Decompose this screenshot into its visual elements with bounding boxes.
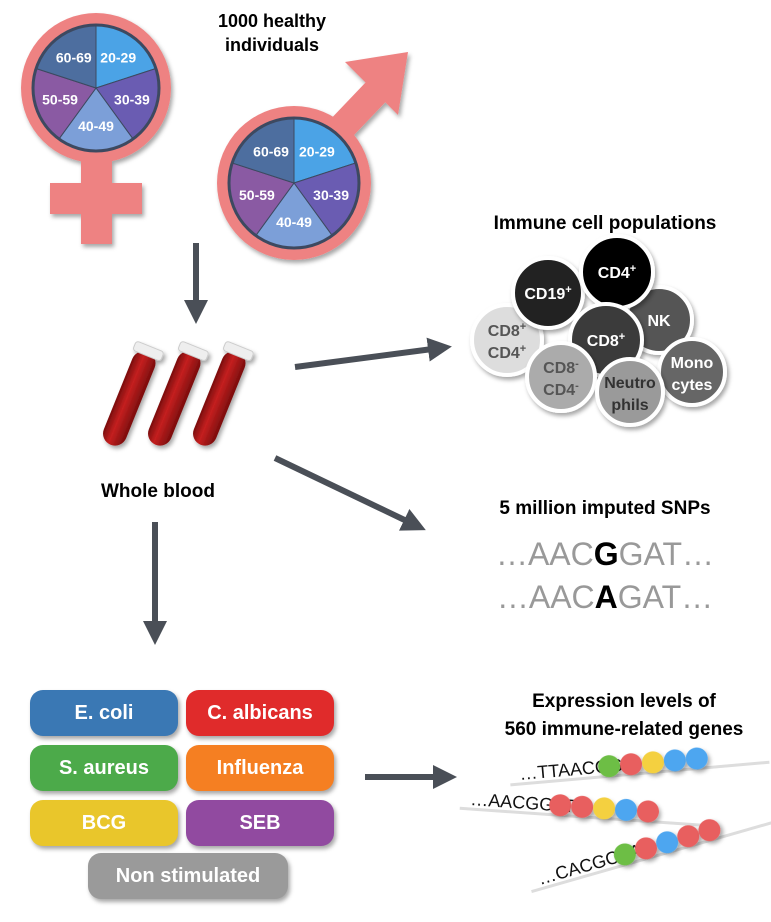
male-age-label-50-59: 50-59 <box>239 187 275 203</box>
svg-text:CD8+: CD8+ <box>488 321 526 340</box>
female-age-label-30-39: 30-39 <box>114 92 150 108</box>
cell-neutrophils: Neutro phils <box>595 357 665 427</box>
svg-text:CD4+: CD4+ <box>598 263 636 282</box>
blood-tubes-icon <box>103 341 254 446</box>
expression-bead <box>598 755 621 778</box>
snp-sequence-1: …AACGGAT… <box>496 536 714 572</box>
cohort-title-line2: individuals <box>225 35 319 55</box>
stimulus-s-aureus: S. aureus <box>30 745 178 791</box>
female-age-label-20-29: 20-29 <box>100 49 136 65</box>
svg-text:NK: NK <box>647 313 671 330</box>
expression-bead <box>593 797 616 820</box>
cell-cd8negcd4neg: CD8- CD4- <box>525 341 597 413</box>
stimulus-bcg: BCG <box>30 800 178 846</box>
stimulus-non-stimulated: Non stimulated <box>88 853 288 899</box>
cohort-title-line1: 1000 healthy <box>218 11 326 31</box>
snp-variant-1: G <box>594 536 619 572</box>
cell-cd4pos: CD4+ <box>579 234 655 310</box>
stimulus-c-albicans: C. albicans <box>186 690 334 736</box>
immune-title: Immune cell populations <box>494 213 717 234</box>
expression-title-line1: Expression levels of <box>532 691 716 712</box>
whole-blood-label: Whole blood <box>101 481 215 502</box>
immune-cells: CD8+ CD4+ CD19+ NK CD4+ CD8+ Mono cytes CD8- CD4-… <box>470 234 727 427</box>
svg-text:CD4+: CD4+ <box>488 343 526 362</box>
stimulus-e-coli: E. coli <box>30 690 178 736</box>
expression-bead <box>677 825 700 848</box>
svg-text:cytes: cytes <box>672 377 713 394</box>
svg-text:CD4-: CD4- <box>543 380 579 399</box>
female-age-label-60-69: 60-69 <box>56 49 92 65</box>
female-age-label-40-49: 40-49 <box>78 118 114 134</box>
female-age-label-50-59: 50-59 <box>42 92 78 108</box>
expression-bead <box>641 751 664 774</box>
svg-text:Mono: Mono <box>671 355 714 372</box>
svg-text:CD8-: CD8- <box>543 358 579 377</box>
male-age-label-60-69: 60-69 <box>253 143 289 159</box>
male-age-label-40-49: 40-49 <box>276 214 312 230</box>
expression-bead <box>635 837 658 860</box>
cell-monocytes: Mono cytes <box>657 337 727 407</box>
expression-bead <box>636 800 659 823</box>
svg-text:CD8+: CD8+ <box>587 331 625 350</box>
male-age-label-20-29: 20-29 <box>299 143 335 159</box>
arrow-blood-to-snps <box>273 455 426 531</box>
gene-strands: …TTAACGG…AACGGAT…CACGCAA <box>459 747 771 894</box>
snp-variant-2: A <box>595 579 618 615</box>
gene-strand: …AACGGAT <box>459 789 720 828</box>
expression-bead <box>620 753 643 776</box>
gene-strand: …TTAACGG <box>510 747 770 787</box>
expression-bead <box>698 819 721 842</box>
expression-bead <box>613 843 636 866</box>
expression-bead <box>549 794 572 817</box>
cell-cd19pos: CD19+ <box>511 256 585 330</box>
svg-text:phils: phils <box>611 397 648 414</box>
stimulus-seb: SEB <box>186 800 334 846</box>
arrow-blood-to-immune <box>294 337 452 370</box>
stimulus-influenza: Influenza <box>186 745 334 791</box>
svg-text:Neutro: Neutro <box>604 375 656 392</box>
expression-bead <box>656 831 679 854</box>
svg-text:CD19+: CD19+ <box>524 284 571 303</box>
expression-bead <box>571 795 594 818</box>
expression-bead <box>663 749 686 772</box>
cell-cd8poscd4pos: CD8+ CD4+ <box>470 303 544 377</box>
snp-sequence-2: …AACAGAT… <box>497 579 713 615</box>
snps-title: 5 million imputed SNPs <box>499 498 710 519</box>
male-age-label-30-39: 30-39 <box>313 187 349 203</box>
expression-title-line2: 560 immune-related genes <box>505 719 744 740</box>
expression-bead <box>685 747 708 770</box>
expression-bead <box>615 798 638 821</box>
